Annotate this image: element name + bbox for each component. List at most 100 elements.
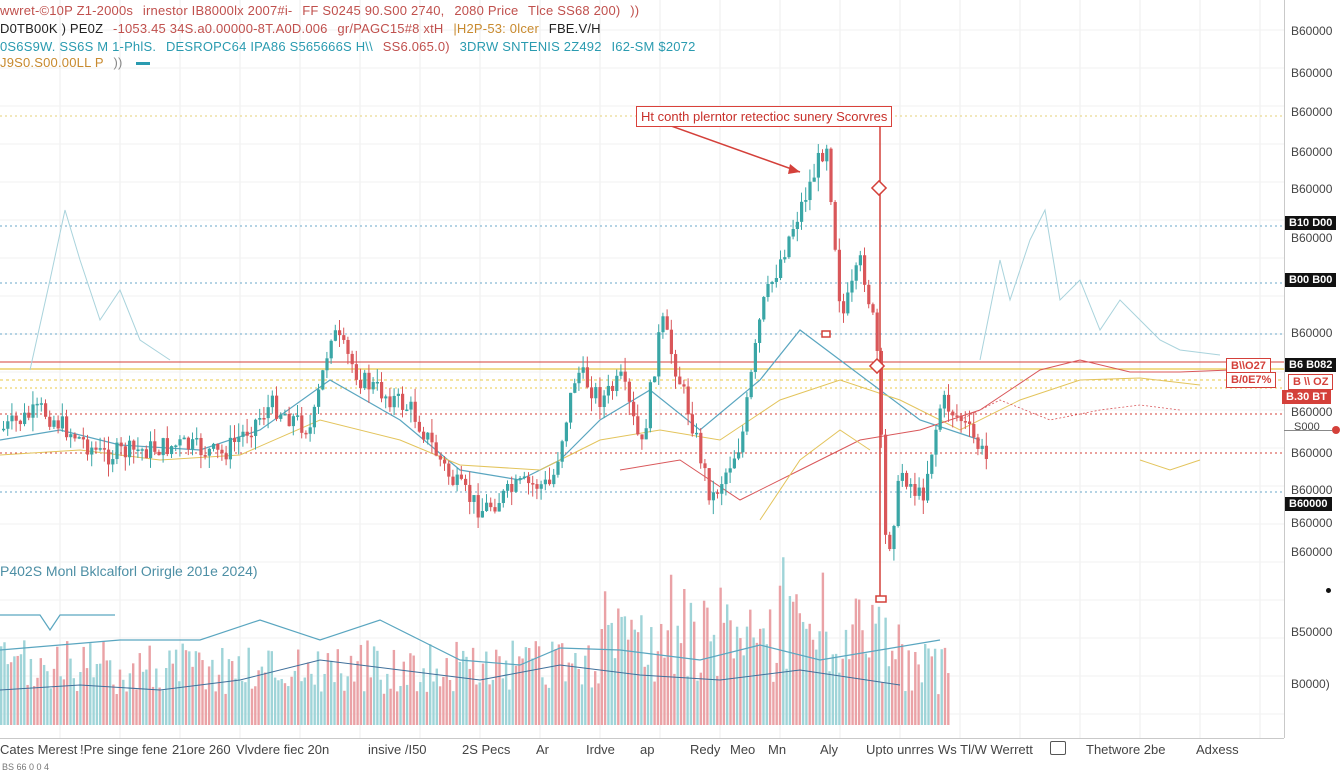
price-tag: B10 D00 xyxy=(1285,216,1337,230)
candle-body xyxy=(837,249,841,302)
volume-bar xyxy=(752,637,755,725)
volume-bar xyxy=(805,628,808,725)
candle-body xyxy=(2,428,6,431)
candle-body xyxy=(762,297,766,320)
volume-bar xyxy=(742,655,745,725)
volume-bar xyxy=(211,659,214,725)
candle-body xyxy=(619,371,623,376)
candle-body xyxy=(447,463,451,477)
candle-body xyxy=(23,412,27,425)
volume-bar xyxy=(831,654,834,725)
candle-body xyxy=(346,339,350,354)
volume-bar xyxy=(547,687,551,725)
volume-bar xyxy=(293,670,297,725)
volume-bar xyxy=(683,588,686,725)
candle-body xyxy=(896,480,900,526)
volume-bar xyxy=(49,688,52,725)
volume-bar xyxy=(442,676,445,725)
volume-bar xyxy=(118,669,122,725)
candle-body xyxy=(917,487,921,496)
candle-body xyxy=(329,340,333,359)
volume-bar xyxy=(739,638,742,725)
collapse-icon[interactable] xyxy=(136,62,151,66)
volume-bar xyxy=(867,657,871,725)
candle-body xyxy=(35,403,39,406)
volume-bar xyxy=(584,655,587,725)
volume-bar xyxy=(795,594,798,725)
price-label: B60000 xyxy=(1291,145,1333,159)
volume-bar xyxy=(69,658,72,725)
volume-bar xyxy=(310,673,313,725)
volume-bar xyxy=(280,678,283,725)
volume-bar xyxy=(389,688,392,725)
volume-bar xyxy=(891,650,894,725)
volume-bar xyxy=(9,662,13,725)
header-line-1: wwret-©10P Z1-2000s irnestor IB8000lx 20… xyxy=(0,3,645,18)
time-axis[interactable] xyxy=(0,738,1284,769)
price-label: B60000 xyxy=(1291,182,1333,196)
volume-bar xyxy=(135,689,138,725)
ma-line xyxy=(959,399,1181,421)
candle-body xyxy=(497,502,501,512)
volume-bar xyxy=(518,656,521,725)
volume-bar xyxy=(877,606,881,725)
crosshair-handle-icon[interactable] xyxy=(1332,426,1340,434)
volume-bar xyxy=(108,660,112,725)
candle-body xyxy=(212,443,216,449)
volume-bar xyxy=(808,623,811,725)
candle-body xyxy=(648,382,652,429)
volume-bar xyxy=(610,622,613,725)
volume-bar xyxy=(405,684,409,725)
candle-body xyxy=(300,415,304,433)
candle-body xyxy=(476,495,480,518)
volume-bar xyxy=(838,672,841,725)
candle-body xyxy=(959,415,963,422)
candle-body xyxy=(800,201,804,222)
volume-bar xyxy=(379,679,382,725)
ma-line xyxy=(29,209,171,371)
volume-bar xyxy=(333,682,336,725)
volume-bar xyxy=(250,688,254,725)
volume-bar xyxy=(59,676,62,725)
volume-bar xyxy=(871,604,874,725)
candle-body xyxy=(892,525,896,550)
candle-body xyxy=(384,396,388,399)
price-label: B60000 xyxy=(1291,24,1333,38)
candle-body xyxy=(359,379,363,389)
volume-bar xyxy=(580,684,584,725)
volume-bar xyxy=(914,651,917,725)
candle-body xyxy=(317,389,321,407)
candle-body xyxy=(283,413,287,416)
candle-body xyxy=(291,416,295,427)
volume-bar xyxy=(145,669,148,725)
volume-bar xyxy=(627,639,630,725)
candle-body xyxy=(787,236,791,258)
volume-bar xyxy=(6,664,9,725)
price-label: B60000 xyxy=(1291,446,1333,460)
volume-bar xyxy=(82,646,85,725)
volume-bar xyxy=(392,649,396,725)
candle-body xyxy=(153,441,157,452)
candle-body xyxy=(354,364,358,380)
volume-bar xyxy=(462,650,465,725)
candle-body xyxy=(94,447,98,450)
candle-body xyxy=(228,437,232,460)
candle-body xyxy=(690,414,694,434)
volume-bar xyxy=(669,574,673,725)
volume-bar xyxy=(204,689,207,725)
header-field: SS6.065.0) xyxy=(382,39,450,54)
time-label: Vlvdere fiec 20n xyxy=(236,742,330,757)
volume-bar xyxy=(848,659,851,725)
volume-bar xyxy=(531,658,534,725)
volume-bar xyxy=(702,600,706,725)
toggle-button[interactable] xyxy=(1050,741,1066,755)
candle-body xyxy=(170,446,174,455)
volume-bar xyxy=(910,690,914,725)
volume-bar xyxy=(42,664,46,725)
candle-body xyxy=(380,381,384,399)
volume-bar xyxy=(56,646,59,725)
candle-body xyxy=(732,458,736,469)
volume-bar xyxy=(39,658,42,725)
candle-body xyxy=(921,487,925,501)
